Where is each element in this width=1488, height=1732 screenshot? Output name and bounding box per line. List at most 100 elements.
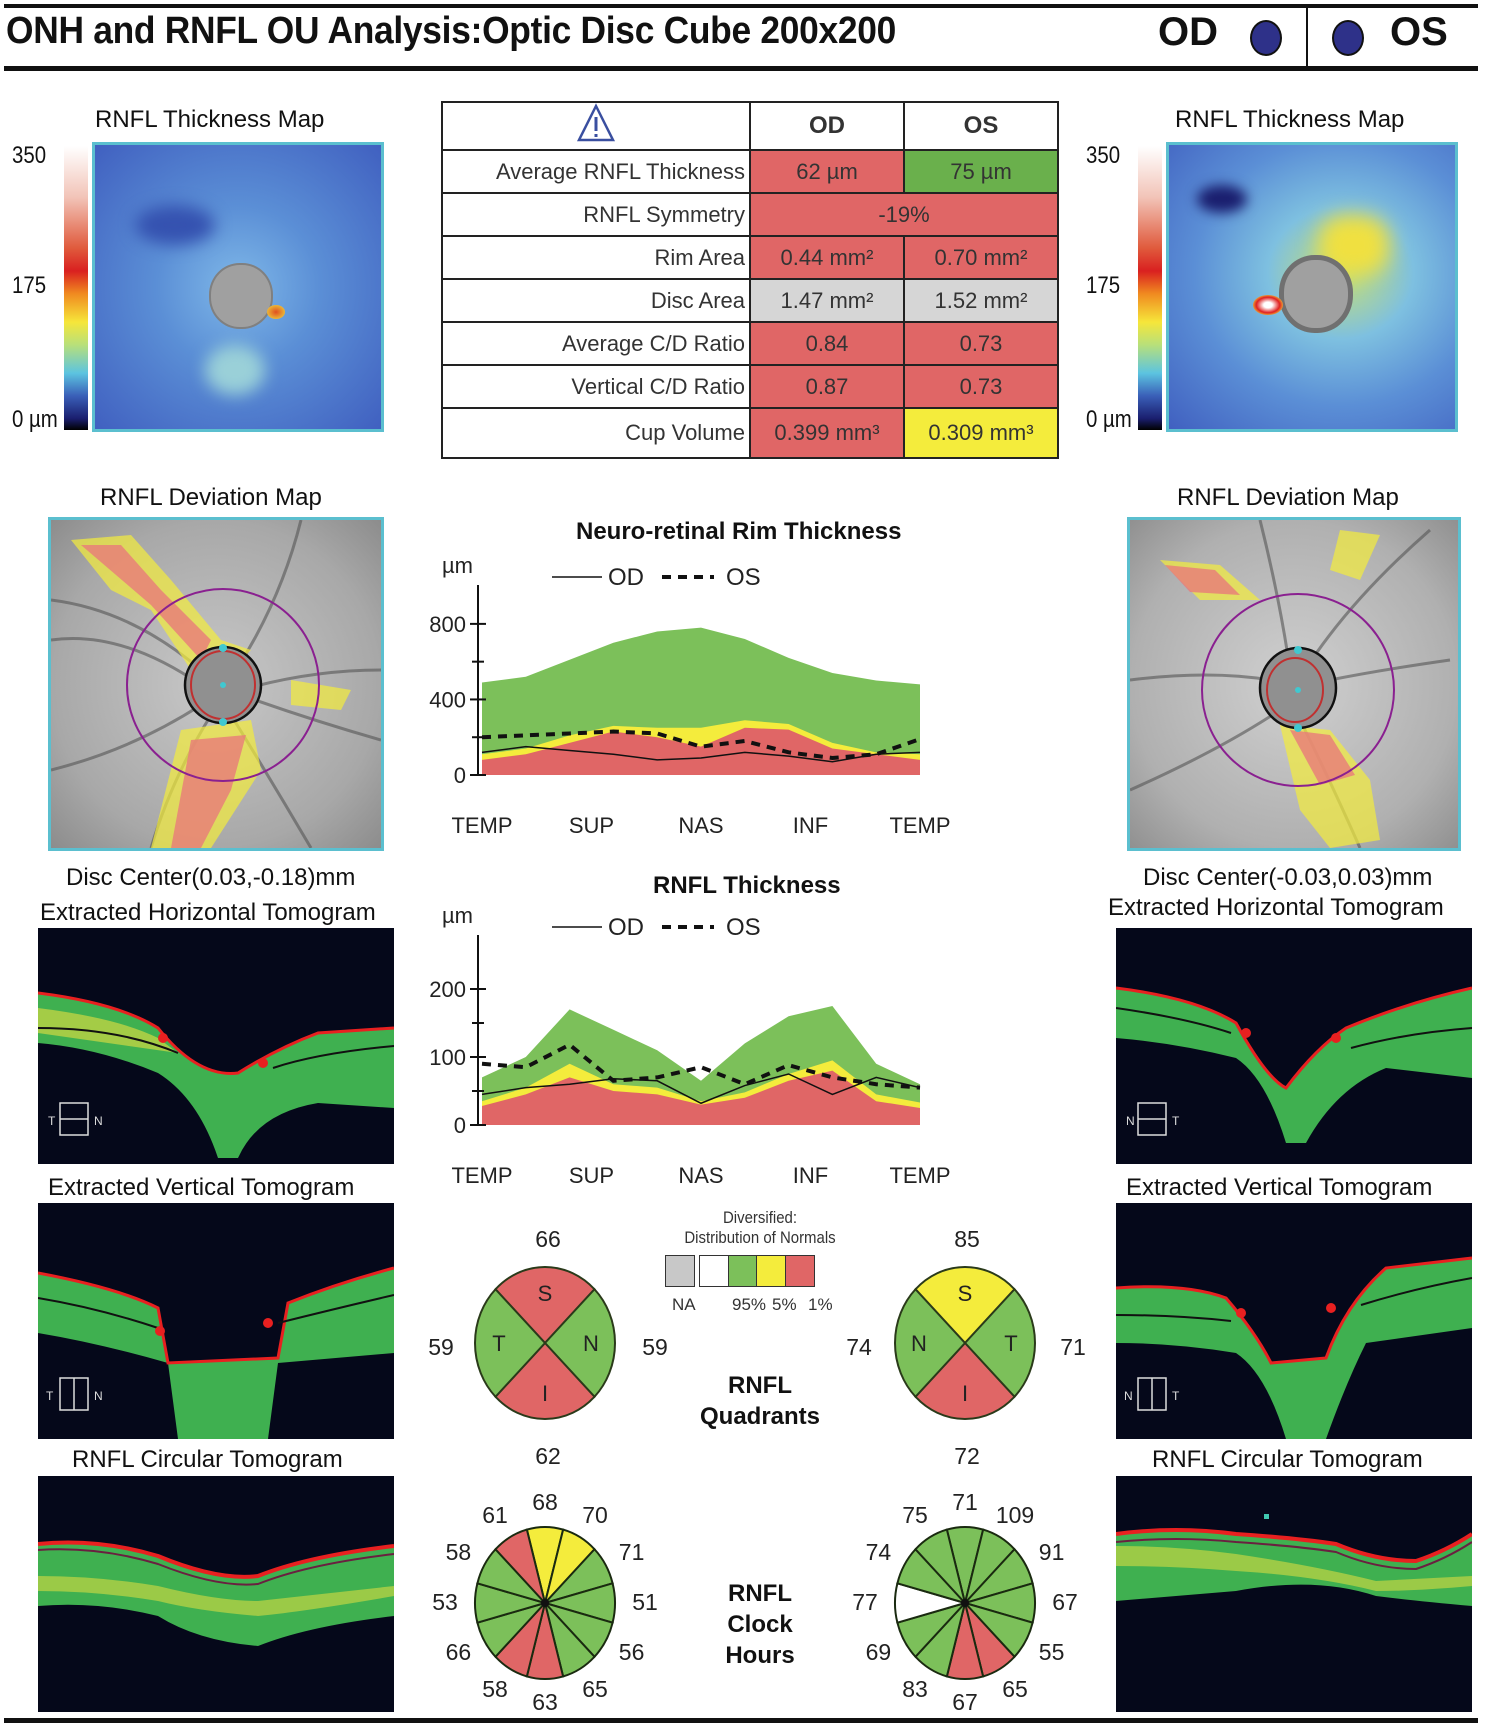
od-deviation-overlay (51, 520, 381, 848)
legend-title-line1: Diversified: (722, 1208, 798, 1227)
clock-hour-value: 91 (1038, 1539, 1065, 1565)
svg-text:N: N (94, 1389, 103, 1403)
thick-region (205, 345, 265, 395)
quadrant-letter: T (492, 1331, 505, 1356)
od-quad-n-value: 59 (642, 1334, 668, 1360)
quadrant-N (543, 1287, 616, 1399)
legend-swatch-white (698, 1255, 729, 1287)
legend-label-1: 1% (808, 1295, 833, 1314)
legend-os-label: OS (726, 564, 761, 591)
clock-hour-value: 67 (1052, 1589, 1078, 1615)
rim-thickness-chart: 0 400 800 µm OD OS TEMP SUP NAS INF TEMP (429, 553, 950, 838)
header-top-rule (4, 4, 1478, 8)
clock-hour-value: 58 (445, 1539, 472, 1565)
series-od (481, 1073, 921, 1105)
os-thickness-colorbar (1138, 146, 1162, 430)
os-horizontal-tomogram[interactable]: N T (1116, 928, 1472, 1164)
os-value: 0.73 (903, 364, 1059, 409)
od-clock-hours-chart (474, 1526, 616, 1680)
od-circular-scan (38, 1540, 394, 1646)
os-quad-n-value: 74 (846, 1334, 872, 1360)
x-tick-label: SUP (569, 1163, 614, 1188)
clock-hour-value: 65 (1002, 1675, 1028, 1702)
quadrant-letter: S (958, 1281, 973, 1306)
table-row: Disc Area 1.47 mm² 1.52 mm² (441, 278, 1059, 323)
quadrant-letter: N (583, 1331, 599, 1356)
clock-hour-value: 68 (532, 1489, 558, 1515)
os-optic-disc (1279, 255, 1353, 333)
od-horizontal-scan: T N (38, 991, 394, 1158)
os-thickness-map[interactable] (1166, 142, 1458, 432)
orient-right: N (94, 1114, 103, 1128)
x-tick-label: TEMP (451, 1163, 512, 1188)
clock-hour-value: 75 (902, 1502, 928, 1529)
rnfl-chart-title: RNFL Thickness (653, 872, 841, 899)
clock-hour-value: 77 (852, 1589, 878, 1615)
x-tick-label: INF (793, 1163, 828, 1188)
od-label: OD (1158, 10, 1218, 54)
row-label: Vertical C/D Ratio (441, 364, 751, 409)
os-circular-tomogram[interactable] (1116, 1476, 1472, 1712)
warning-triangle-icon[interactable] (576, 103, 616, 143)
page-title: ONH and RNFL OU Analysis:Optic Disc Cube… (6, 10, 897, 52)
clock-hour-value: 65 (582, 1675, 608, 1702)
quadrant-T (474, 1287, 547, 1399)
series-os (481, 729, 921, 761)
quadrant-letter: T (1004, 1331, 1017, 1356)
thin-region (135, 205, 215, 245)
od-quad-s-value: 66 (535, 1226, 561, 1252)
header-divider (1306, 8, 1308, 68)
footer-rule (4, 1718, 1478, 1723)
quadrants-title-line1: RNFL (728, 1372, 792, 1399)
band-red (482, 727, 920, 775)
clock-center (961, 1599, 969, 1607)
svg-text:T: T (46, 1389, 54, 1403)
x-tick-label: TEMP (889, 813, 950, 838)
clock-title-line2: Clock (727, 1611, 793, 1638)
od-circular-tomogram[interactable] (38, 1476, 394, 1712)
svg-text:N: N (1126, 1114, 1135, 1128)
table-row: RNFL Symmetry -19% (441, 192, 1059, 237)
os-vertical-scan: N T (1116, 1256, 1472, 1439)
clock-title-line3: Hours (725, 1642, 795, 1669)
thin-region (1197, 185, 1247, 213)
od-horizontal-tomogram[interactable]: T N (38, 928, 394, 1164)
os-thickness-map-title: RNFL Thickness Map (1175, 106, 1405, 133)
x-tick-label: TEMP (451, 813, 512, 838)
row-label: Rim Area (441, 235, 751, 280)
os-deviation-map[interactable] (1127, 517, 1461, 851)
table-header-row: OD OS (441, 101, 1059, 151)
os-circular-tomogram-title: RNFL Circular Tomogram (1152, 1446, 1423, 1473)
od-vertical-tomogram[interactable]: T N (38, 1203, 394, 1439)
x-tick-label: NAS (678, 1163, 723, 1188)
os-quad-s-value: 85 (954, 1226, 980, 1252)
os-scale-max: 350 (1086, 142, 1121, 169)
os-vertical-tomogram[interactable]: N T (1116, 1203, 1472, 1439)
os-horizontal-tomogram-title: Extracted Horizontal Tomogram (1108, 894, 1444, 921)
y-tick-label: 0 (454, 1113, 466, 1138)
normals-legend-title: Diversified: Distribution of Normals (654, 1208, 865, 1248)
legend-label-95: 95% (732, 1295, 767, 1314)
os-deviation-overlay (1130, 520, 1451, 848)
y-tick-label: 400 (429, 687, 466, 712)
od-value: 0.87 (749, 364, 905, 409)
od-scale-mid: 175 (12, 272, 47, 299)
clock-hour-value: 74 (865, 1539, 892, 1565)
od-deviation-map[interactable] (48, 517, 384, 851)
os-quad-i-value: 72 (954, 1443, 980, 1469)
y-tick-label: 200 (429, 977, 466, 1002)
clock-hour-value: 61 (482, 1502, 508, 1529)
od-disc-center: Disc Center(0.03,-0.18)mm (66, 864, 356, 891)
quadrant-T (963, 1287, 1036, 1399)
od-thickness-map[interactable] (92, 142, 384, 432)
quadrant-letter: S (538, 1281, 553, 1306)
os-eye-dot-icon (1332, 20, 1364, 56)
legend-swatch-red (786, 1255, 815, 1287)
clock-hour-value: 58 (482, 1675, 508, 1702)
clock-hour-value: 53 (432, 1589, 458, 1615)
od-scale-max: 350 (12, 142, 47, 169)
legend-title-line2: Distribution of Normals (684, 1228, 836, 1247)
orient-left: T (48, 1114, 56, 1128)
od-value: 0.84 (749, 321, 905, 366)
os-scale-min: 0 µm (1086, 406, 1132, 433)
